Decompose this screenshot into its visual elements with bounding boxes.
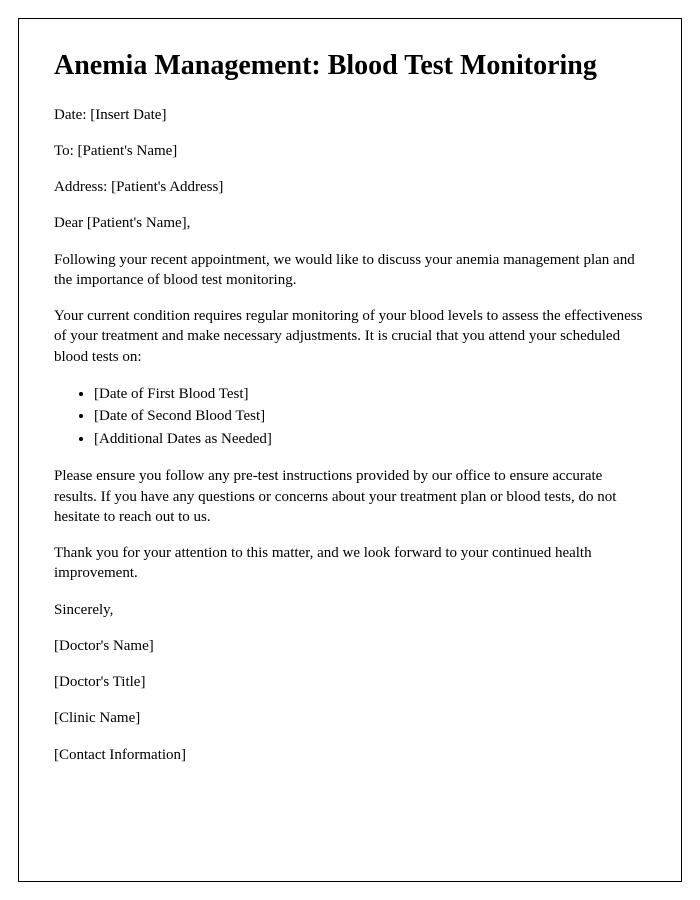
date-line: Date: [Insert Date]	[54, 105, 646, 125]
document-title: Anemia Management: Blood Test Monitoring	[54, 49, 646, 83]
closing-sincerely: Sincerely,	[54, 600, 646, 620]
to-line: To: [Patient's Name]	[54, 141, 646, 161]
address-label: Address:	[54, 179, 111, 195]
to-value: [Patient's Name]	[78, 143, 178, 159]
list-item: [Date of Second Blood Test]	[94, 405, 646, 428]
address-line: Address: [Patient's Address]	[54, 177, 646, 197]
doctor-name: [Doctor's Name]	[54, 636, 646, 656]
body-paragraph-4: Thank you for your attention to this mat…	[54, 543, 646, 584]
address-value: [Patient's Address]	[111, 179, 223, 195]
list-item: [Additional Dates as Needed]	[94, 428, 646, 451]
doctor-title: [Doctor's Title]	[54, 672, 646, 692]
body-paragraph-2: Your current condition requires regular …	[54, 306, 646, 367]
contact-info: [Contact Information]	[54, 745, 646, 765]
clinic-name: [Clinic Name]	[54, 708, 646, 728]
list-item: [Date of First Blood Test]	[94, 383, 646, 406]
document-container: Anemia Management: Blood Test Monitoring…	[18, 18, 682, 882]
salutation: Dear [Patient's Name],	[54, 213, 646, 233]
date-value: [Insert Date]	[90, 107, 166, 123]
test-dates-list: [Date of First Blood Test] [Date of Seco…	[94, 383, 646, 451]
body-paragraph-3: Please ensure you follow any pre-test in…	[54, 466, 646, 527]
body-paragraph-1: Following your recent appointment, we wo…	[54, 250, 646, 291]
date-label: Date:	[54, 107, 90, 123]
to-label: To:	[54, 143, 78, 159]
